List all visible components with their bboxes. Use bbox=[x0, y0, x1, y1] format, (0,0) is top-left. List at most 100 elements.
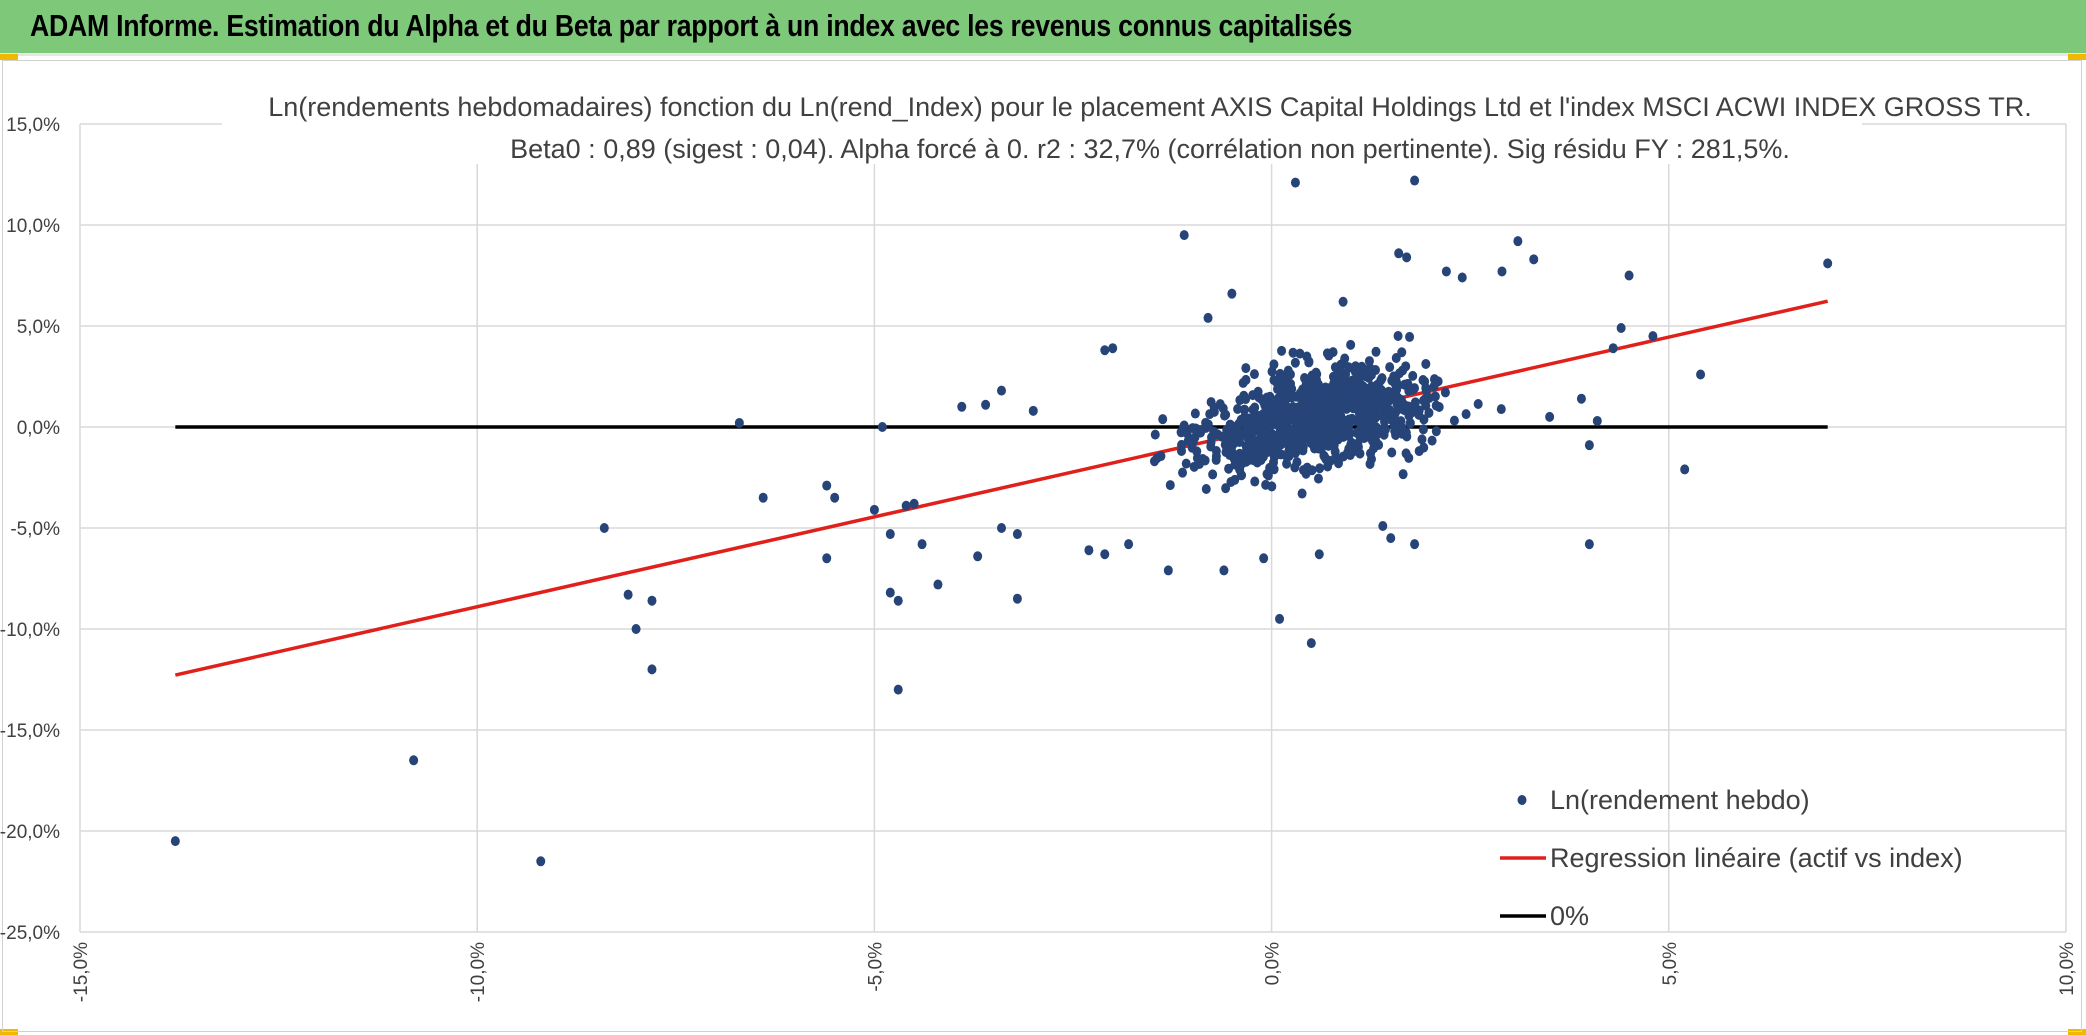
data-point bbox=[1298, 409, 1308, 420]
data-point bbox=[1206, 441, 1216, 452]
data-point bbox=[1245, 439, 1255, 450]
data-point bbox=[1427, 435, 1437, 446]
data-point bbox=[1473, 398, 1483, 409]
data-point bbox=[1179, 230, 1189, 241]
data-point bbox=[1325, 455, 1335, 466]
data-point bbox=[1309, 414, 1319, 425]
data-point bbox=[1189, 461, 1199, 472]
data-point bbox=[1342, 430, 1352, 441]
y-tick-label: 15,0% bbox=[6, 115, 60, 136]
data-point bbox=[536, 856, 546, 867]
data-point bbox=[1350, 380, 1360, 391]
scatter-points bbox=[170, 175, 1833, 867]
data-point bbox=[981, 399, 991, 410]
data-point bbox=[1201, 422, 1211, 433]
data-point bbox=[1265, 391, 1275, 402]
data-point bbox=[822, 553, 832, 564]
data-point bbox=[1399, 405, 1409, 416]
data-point bbox=[1237, 458, 1247, 469]
data-point bbox=[1156, 451, 1166, 462]
data-point bbox=[1261, 479, 1271, 490]
data-point bbox=[1457, 272, 1467, 283]
data-point bbox=[1421, 385, 1431, 396]
data-point bbox=[1398, 365, 1408, 376]
data-point bbox=[1221, 483, 1231, 494]
corner-marker bbox=[2068, 54, 2086, 60]
data-point bbox=[1313, 440, 1323, 451]
data-point bbox=[1391, 352, 1401, 363]
data-point bbox=[1108, 343, 1118, 354]
data-point bbox=[957, 401, 967, 412]
data-point bbox=[1545, 411, 1555, 422]
data-point bbox=[1351, 415, 1361, 426]
data-point bbox=[1408, 370, 1418, 381]
data-point bbox=[1320, 385, 1330, 396]
legend-label: 0% bbox=[1550, 901, 1589, 931]
data-point bbox=[1624, 270, 1634, 281]
data-point bbox=[1205, 409, 1215, 420]
data-point bbox=[1211, 454, 1221, 465]
data-point bbox=[1207, 432, 1217, 443]
data-point bbox=[1270, 444, 1280, 455]
data-point bbox=[1421, 393, 1431, 404]
data-point bbox=[1374, 410, 1384, 421]
x-tick-label: 5,0% bbox=[1660, 942, 1681, 985]
legend-label: Ln(rendement hebdo) bbox=[1550, 785, 1810, 815]
data-point bbox=[1390, 378, 1400, 389]
data-point bbox=[1823, 258, 1833, 269]
data-point bbox=[1431, 426, 1441, 437]
y-tick-label: -20,0% bbox=[0, 822, 60, 843]
data-point bbox=[1680, 464, 1690, 475]
data-point bbox=[1323, 422, 1333, 433]
data-point bbox=[1295, 426, 1305, 437]
data-point bbox=[1355, 389, 1365, 400]
data-point bbox=[973, 551, 983, 562]
data-point bbox=[1217, 431, 1227, 442]
data-point bbox=[1220, 410, 1230, 421]
data-point bbox=[1287, 425, 1297, 436]
data-point bbox=[1377, 374, 1387, 385]
data-point bbox=[1203, 312, 1213, 323]
data-point bbox=[1357, 408, 1367, 419]
corner-marker bbox=[2068, 1029, 2086, 1035]
data-point bbox=[1616, 323, 1626, 334]
data-point bbox=[1201, 484, 1211, 495]
data-point bbox=[1190, 432, 1200, 443]
data-point bbox=[1236, 470, 1246, 481]
data-point bbox=[1339, 375, 1349, 386]
data-point bbox=[1307, 383, 1317, 394]
data-point bbox=[631, 624, 641, 634]
data-point bbox=[1284, 441, 1294, 452]
data-point bbox=[1414, 409, 1424, 420]
data-point bbox=[1648, 331, 1658, 342]
data-point bbox=[1429, 374, 1439, 385]
data-point bbox=[1249, 450, 1259, 461]
data-point bbox=[1401, 448, 1411, 459]
data-point bbox=[1219, 565, 1229, 576]
data-point bbox=[1405, 418, 1415, 429]
data-point bbox=[734, 417, 744, 428]
data-point bbox=[1323, 431, 1333, 442]
data-point bbox=[1302, 462, 1312, 473]
data-point bbox=[1584, 440, 1594, 451]
data-point bbox=[1297, 488, 1307, 499]
data-point bbox=[1227, 288, 1237, 299]
data-point bbox=[1235, 448, 1245, 459]
data-point bbox=[1513, 236, 1523, 247]
data-point bbox=[1318, 407, 1328, 418]
data-point bbox=[1394, 248, 1404, 259]
legend: Ln(rendement hebdo) Regression linéaire (… bbox=[1500, 785, 1963, 931]
data-point bbox=[1261, 428, 1271, 439]
data-point bbox=[1351, 361, 1361, 372]
data-point bbox=[1384, 386, 1394, 397]
data-point bbox=[1124, 539, 1134, 550]
data-point bbox=[1397, 428, 1407, 439]
data-point bbox=[1229, 421, 1239, 432]
data-point bbox=[1346, 439, 1356, 450]
data-point bbox=[1249, 369, 1259, 380]
data-point bbox=[1366, 390, 1376, 401]
data-point bbox=[1275, 613, 1285, 624]
data-point bbox=[933, 579, 943, 590]
data-point bbox=[1165, 480, 1175, 491]
data-point bbox=[1176, 427, 1186, 438]
